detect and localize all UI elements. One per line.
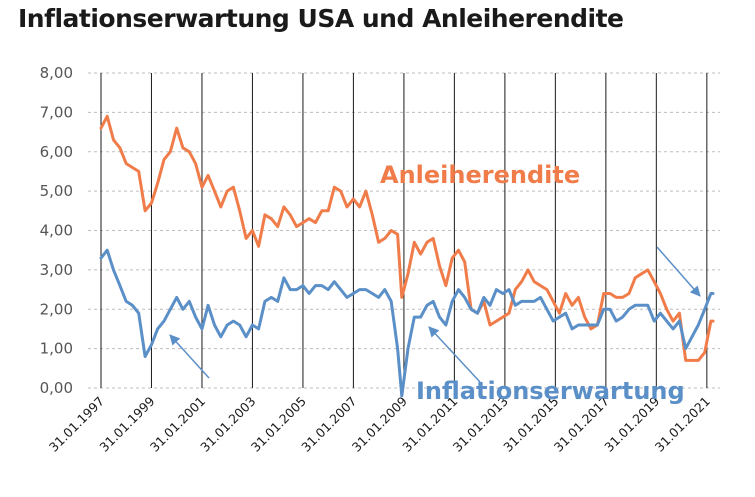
annotation-anleiherendite: Anleiherendite <box>380 161 580 189</box>
grid <box>88 72 720 389</box>
y-tick-label: 0,00 <box>40 379 73 397</box>
y-tick-label: 1,00 <box>40 340 73 358</box>
arrow-2009 <box>428 326 481 383</box>
y-tick-label: 7,00 <box>40 103 73 121</box>
y-tick-label: 6,00 <box>40 143 73 161</box>
y-tick-label: 5,00 <box>40 182 73 200</box>
chart-title: Inflationserwartung USA und Anleiherendi… <box>18 4 624 33</box>
y-axis: 0,00 1,00 2,00 3,00 4,00 5,00 6,00 7,00 8,00 <box>40 64 73 397</box>
series-group <box>99 114 715 398</box>
annotations: Anleiherendite Inflationserwartung <box>380 161 685 405</box>
y-tick-label: 8,00 <box>40 64 73 82</box>
arrow-2021 <box>656 246 701 297</box>
annotation-inflationserwartung: Inflationserwartung <box>416 377 685 405</box>
arrow-1999 <box>169 334 210 379</box>
arrow-group <box>169 246 701 383</box>
y-tick-label: 4,00 <box>40 222 73 240</box>
series-line-anleiherendite <box>99 114 715 362</box>
y-tick-label: 2,00 <box>40 300 73 318</box>
y-tick-label: 3,00 <box>40 261 73 279</box>
series-line-inflationserwartung <box>99 248 715 398</box>
